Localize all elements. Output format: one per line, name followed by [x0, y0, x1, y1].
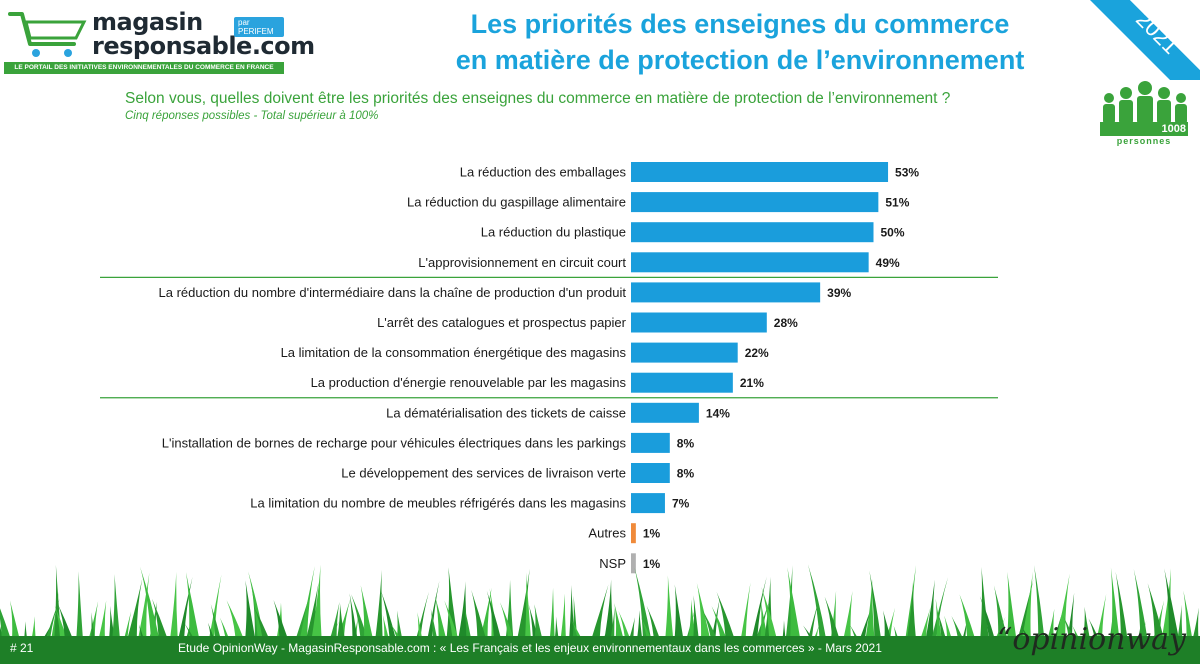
value-label: 28%: [774, 316, 798, 330]
category-label: NSP: [599, 556, 626, 571]
slide-number: # 21: [10, 641, 34, 655]
logo-wordmark-line1: magasin: [92, 8, 203, 36]
value-label: 39%: [827, 286, 851, 300]
people-icon: [1103, 81, 1187, 124]
bar: [631, 162, 889, 182]
bar: [631, 432, 670, 453]
value-label: 51%: [885, 196, 909, 210]
value-label: 1%: [643, 527, 661, 541]
bar: [631, 553, 636, 574]
category-label: La réduction des emballages: [460, 165, 627, 180]
category-label: La réduction du nombre d'intermédiaire d…: [159, 285, 627, 300]
page-title-line1: Les priorités des enseignes du commerce: [470, 9, 1010, 39]
footer-source: Etude OpinionWay - MagasinResponsable.co…: [178, 641, 882, 655]
value-label: 14%: [706, 406, 730, 420]
category-label: Le développement des services de livrais…: [341, 466, 626, 481]
sample-size-badge: 1008 personnes: [1100, 80, 1190, 150]
value-label: 49%: [876, 256, 900, 270]
category-label: La dématérialisation des tickets de cais…: [386, 405, 626, 420]
category-label: La production d'énergie renouvelable par…: [311, 375, 627, 390]
bar: [631, 372, 733, 393]
value-label: 50%: [881, 226, 905, 240]
shopping-cart-icon: [8, 12, 87, 57]
sample-count: 1008: [1100, 122, 1188, 136]
category-label: La réduction du gaspillage alimentaire: [407, 195, 626, 210]
value-label: 1%: [643, 557, 661, 571]
opinionway-logo: “opinionway: [996, 622, 1186, 657]
bar: [631, 312, 767, 333]
category-label: L'approvisionnement en circuit court: [418, 255, 626, 270]
logo-badge: par PERIFEM: [234, 17, 284, 37]
bar: [631, 493, 665, 514]
bar: [631, 222, 874, 243]
category-label: La limitation du nombre de meubles réfri…: [250, 496, 626, 511]
value-label: 22%: [745, 346, 769, 360]
bar: [631, 192, 879, 213]
survey-question: Selon vous, quelles doivent être les pri…: [125, 90, 951, 107]
category-label: L'arrêt des catalogues et prospectus pap…: [377, 315, 627, 330]
survey-note: Cinq réponses possibles - Total supérieu…: [125, 110, 379, 122]
bar: [631, 523, 636, 544]
page-title: Les priorités des enseignes du commerce …: [395, 6, 1085, 78]
category-label: La réduction du plastique: [481, 225, 626, 240]
bar: [631, 463, 670, 483]
category-label: Autres: [588, 526, 626, 541]
page-title-line2: en matière de protection de l’environnem…: [455, 45, 1025, 75]
category-label: La limitation de la consommation énergét…: [281, 345, 627, 360]
bar: [631, 252, 869, 273]
logo-tagline: LE PORTAIL DES INITIATIVES ENVIRONNEMENT…: [4, 62, 284, 74]
sample-label: personnes: [1116, 136, 1172, 146]
site-logo[interactable]: magasin responsable.com par PERIFEM LE P…: [4, 4, 315, 74]
category-label: L'installation de bornes de recharge pou…: [162, 435, 627, 450]
value-label: 21%: [740, 376, 764, 390]
bar: [631, 402, 699, 423]
year-ribbon: 2021: [1090, 0, 1200, 80]
value-label: 53%: [895, 166, 919, 180]
grass-footer-decoration: [0, 564, 1200, 664]
bar: [631, 282, 821, 303]
value-label: 8%: [677, 467, 695, 481]
value-label: 7%: [672, 497, 690, 511]
priorities-bar-chart: La réduction des emballages 53% La réducti…: [100, 162, 998, 574]
bar: [631, 342, 738, 363]
value-label: 8%: [677, 436, 695, 450]
